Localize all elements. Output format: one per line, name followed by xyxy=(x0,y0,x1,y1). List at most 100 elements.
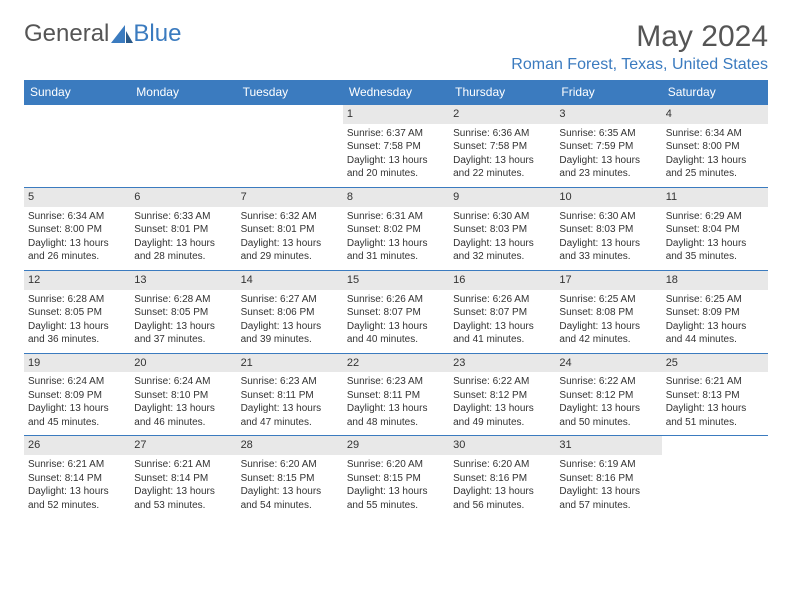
day-details: Sunrise: 6:31 AMSunset: 8:02 PMDaylight:… xyxy=(347,210,445,264)
day-details: Sunrise: 6:24 AMSunset: 8:09 PMDaylight:… xyxy=(28,375,126,429)
day-details: Sunrise: 6:30 AMSunset: 8:03 PMDaylight:… xyxy=(559,210,657,264)
sunrise-text: Sunrise: 6:32 AM xyxy=(241,210,339,224)
calendar-cell: 24Sunrise: 6:22 AMSunset: 8:12 PMDayligh… xyxy=(555,353,661,436)
day-number: 26 xyxy=(24,436,130,455)
sunrise-text: Sunrise: 6:21 AM xyxy=(28,458,126,472)
daylight-text: Daylight: 13 hours and 33 minutes. xyxy=(559,237,657,264)
brand-part1: General xyxy=(24,20,109,48)
sunrise-text: Sunrise: 6:27 AM xyxy=(241,293,339,307)
day-header: Saturday xyxy=(662,80,768,105)
sunset-text: Sunset: 8:06 PM xyxy=(241,306,339,320)
sunrise-text: Sunrise: 6:34 AM xyxy=(666,127,764,141)
daylight-text: Daylight: 13 hours and 47 minutes. xyxy=(241,402,339,429)
day-details: Sunrise: 6:34 AMSunset: 8:00 PMDaylight:… xyxy=(666,127,764,181)
calendar-cell: 27Sunrise: 6:21 AMSunset: 8:14 PMDayligh… xyxy=(130,436,236,518)
sunset-text: Sunset: 8:16 PM xyxy=(559,472,657,486)
calendar-cell: 25 Sunrise: 6:21 AMSunset: 8:13 PMDayligh… xyxy=(662,353,768,436)
sunset-text: Sunset: 8:15 PM xyxy=(241,472,339,486)
month-title: May 2024 xyxy=(511,20,768,54)
sunset-text: Sunset: 8:08 PM xyxy=(559,306,657,320)
day-number: 23 xyxy=(449,354,555,373)
daylight-text: Daylight: 13 hours and 26 minutes. xyxy=(28,237,126,264)
daylight-text: Daylight: 13 hours and 25 minutes. xyxy=(666,154,764,181)
day-number: 21 xyxy=(237,354,343,373)
brand-logo: General Blue xyxy=(24,20,181,48)
daylight-text: Daylight: 13 hours and 23 minutes. xyxy=(559,154,657,181)
daylight-text: Daylight: 13 hours and 50 minutes. xyxy=(559,402,657,429)
calendar-cell: 1Sunrise: 6:37 AMSunset: 7:58 PMDaylight… xyxy=(343,105,449,188)
calendar-cell: 22Sunrise: 6:23 AMSunset: 8:11 PMDayligh… xyxy=(343,353,449,436)
sunset-text: Sunset: 8:02 PM xyxy=(347,223,445,237)
day-details: Sunrise: 6:30 AMSunset: 8:03 PMDaylight:… xyxy=(453,210,551,264)
daylight-text: Daylight: 13 hours and 45 minutes. xyxy=(28,402,126,429)
day-details: Sunrise: 6:25 AMSunset: 8:08 PMDaylight:… xyxy=(559,293,657,347)
day-details: Sunrise: 6:22 AMSunset: 8:12 PMDaylight:… xyxy=(559,375,657,429)
calendar-cell: 9 Sunrise: 6:30 AMSunset: 8:03 PMDaylight… xyxy=(449,187,555,270)
sunset-text: Sunset: 8:05 PM xyxy=(28,306,126,320)
day-details: Sunrise: 6:24 AMSunset: 8:10 PMDaylight:… xyxy=(134,375,232,429)
day-details: Sunrise: 6:28 AMSunset: 8:05 PMDaylight:… xyxy=(134,293,232,347)
sunset-text: Sunset: 8:09 PM xyxy=(666,306,764,320)
sunset-text: Sunset: 8:09 PM xyxy=(28,389,126,403)
calendar-cell: 3Sunrise: 6:35 AMSunset: 7:59 PMDaylight… xyxy=(555,105,661,188)
day-number: 25 xyxy=(662,354,768,373)
day-number: 6 xyxy=(130,188,236,207)
calendar-cell: 18Sunrise: 6:25 AMSunset: 8:09 PMDayligh… xyxy=(662,270,768,353)
calendar-cell: 17 Sunrise: 6:25 AMSunset: 8:08 PMDayligh… xyxy=(555,270,661,353)
sunrise-text: Sunrise: 6:20 AM xyxy=(453,458,551,472)
day-details: Sunrise: 6:33 AMSunset: 8:01 PMDaylight:… xyxy=(134,210,232,264)
calendar-cell: 2Sunrise: 6:36 AMSunset: 7:58 PMDaylight… xyxy=(449,105,555,188)
day-details: Sunrise: 6:28 AMSunset: 8:05 PMDaylight:… xyxy=(28,293,126,347)
calendar-cell: 23Sunrise: 6:22 AMSunset: 8:12 PMDayligh… xyxy=(449,353,555,436)
day-number: 27 xyxy=(130,436,236,455)
sunset-text: Sunset: 8:16 PM xyxy=(453,472,551,486)
calendar-cell: 16Sunrise: 6:26 AMSunset: 8:07 PMDayligh… xyxy=(449,270,555,353)
day-details: Sunrise: 6:19 AMSunset: 8:16 PMDaylight:… xyxy=(559,458,657,512)
day-header: Sunday xyxy=(24,80,130,105)
day-details: Sunrise: 6:20 AMSunset: 8:16 PMDaylight:… xyxy=(453,458,551,512)
daylight-text: Daylight: 13 hours and 20 minutes. xyxy=(347,154,445,181)
calendar-cell: 10 Sunrise: 6:30 AMSunset: 8:03 PMDayligh… xyxy=(555,187,661,270)
day-number: 20 xyxy=(130,354,236,373)
sunrise-text: Sunrise: 6:31 AM xyxy=(347,210,445,224)
sunset-text: Sunset: 8:07 PM xyxy=(453,306,551,320)
day-number: 9 xyxy=(449,188,555,207)
daylight-text: Daylight: 13 hours and 29 minutes. xyxy=(241,237,339,264)
calendar-cell xyxy=(237,105,343,188)
day-details: Sunrise: 6:34 AMSunset: 8:00 PMDaylight:… xyxy=(28,210,126,264)
day-number: 17 xyxy=(555,271,661,290)
calendar-week: 5 Sunrise: 6:34 AMSunset: 8:00 PMDaylight… xyxy=(24,187,768,270)
day-details: Sunrise: 6:21 AMSunset: 8:13 PMDaylight:… xyxy=(666,375,764,429)
calendar-cell: 31 Sunrise: 6:19 AMSunset: 8:16 PMDayligh… xyxy=(555,436,661,518)
day-number: 31 xyxy=(555,436,661,455)
day-number: 10 xyxy=(555,188,661,207)
sunset-text: Sunset: 8:11 PM xyxy=(347,389,445,403)
calendar-week: 19 Sunrise: 6:24 AMSunset: 8:09 PMDayligh… xyxy=(24,353,768,436)
day-number: 5 xyxy=(24,188,130,207)
sunset-text: Sunset: 7:58 PM xyxy=(347,140,445,154)
day-number: 19 xyxy=(24,354,130,373)
sunset-text: Sunset: 8:11 PM xyxy=(241,389,339,403)
sunrise-text: Sunrise: 6:20 AM xyxy=(347,458,445,472)
title-block: May 2024 Roman Forest, Texas, United Sta… xyxy=(511,20,768,74)
sunrise-text: Sunrise: 6:21 AM xyxy=(134,458,232,472)
sunrise-text: Sunrise: 6:26 AM xyxy=(453,293,551,307)
day-details: Sunrise: 6:21 AMSunset: 8:14 PMDaylight:… xyxy=(28,458,126,512)
daylight-text: Daylight: 13 hours and 53 minutes. xyxy=(134,485,232,512)
daylight-text: Daylight: 13 hours and 35 minutes. xyxy=(666,237,764,264)
sunset-text: Sunset: 8:15 PM xyxy=(347,472,445,486)
sunrise-text: Sunrise: 6:19 AM xyxy=(559,458,657,472)
sunset-text: Sunset: 8:10 PM xyxy=(134,389,232,403)
calendar-cell: 6 Sunrise: 6:33 AMSunset: 8:01 PMDaylight… xyxy=(130,187,236,270)
daylight-text: Daylight: 13 hours and 41 minutes. xyxy=(453,320,551,347)
day-details: Sunrise: 6:25 AMSunset: 8:09 PMDaylight:… xyxy=(666,293,764,347)
daylight-text: Daylight: 13 hours and 28 minutes. xyxy=(134,237,232,264)
sunset-text: Sunset: 8:07 PM xyxy=(347,306,445,320)
sunrise-text: Sunrise: 6:22 AM xyxy=(453,375,551,389)
calendar-cell: 19 Sunrise: 6:24 AMSunset: 8:09 PMDayligh… xyxy=(24,353,130,436)
sunset-text: Sunset: 8:00 PM xyxy=(28,223,126,237)
day-details: Sunrise: 6:35 AMSunset: 7:59 PMDaylight:… xyxy=(559,127,657,181)
day-number: 15 xyxy=(343,271,449,290)
day-header: Thursday xyxy=(449,80,555,105)
sunrise-text: Sunrise: 6:29 AM xyxy=(666,210,764,224)
